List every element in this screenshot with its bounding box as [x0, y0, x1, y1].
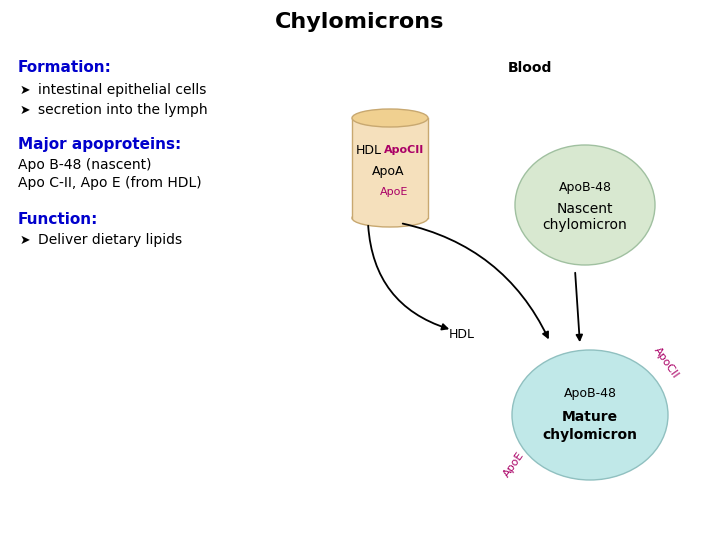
Text: ApoA: ApoA	[372, 165, 405, 179]
Text: Chylomicrons: Chylomicrons	[275, 12, 445, 32]
Text: Nascent: Nascent	[557, 202, 613, 216]
Ellipse shape	[352, 209, 428, 227]
Text: ➤: ➤	[20, 233, 30, 246]
Text: Blood: Blood	[508, 61, 552, 75]
Ellipse shape	[515, 145, 655, 265]
Text: HDL: HDL	[449, 328, 475, 341]
Text: intestinal epithelial cells: intestinal epithelial cells	[38, 83, 207, 97]
Text: ApoB-48: ApoB-48	[559, 180, 611, 193]
Text: Apo C-II, Apo E (from HDL): Apo C-II, Apo E (from HDL)	[18, 176, 202, 190]
Text: secretion into the lymph: secretion into the lymph	[38, 103, 207, 117]
Text: ApoE: ApoE	[502, 450, 526, 480]
Text: Deliver dietary lipids: Deliver dietary lipids	[38, 233, 182, 247]
Text: Major apoproteins:: Major apoproteins:	[18, 138, 181, 152]
Bar	[352, 118, 428, 218]
Ellipse shape	[512, 350, 668, 480]
Text: ApoB-48: ApoB-48	[564, 387, 616, 400]
Ellipse shape	[352, 109, 428, 127]
Text: ApoCII: ApoCII	[652, 346, 680, 381]
Text: ApoCII: ApoCII	[384, 145, 424, 155]
Text: ➤: ➤	[20, 84, 30, 97]
Text: HDL: HDL	[356, 144, 382, 157]
Text: chylomicron: chylomicron	[543, 218, 627, 232]
Text: ➤: ➤	[20, 104, 30, 117]
Text: Function:: Function:	[18, 213, 99, 227]
Text: Apo B-48 (nascent): Apo B-48 (nascent)	[18, 158, 151, 172]
Text: chylomicron: chylomicron	[542, 428, 637, 442]
Text: Formation:: Formation:	[18, 60, 112, 76]
Text: Mature: Mature	[562, 410, 618, 424]
Text: ApoE: ApoE	[380, 187, 408, 197]
